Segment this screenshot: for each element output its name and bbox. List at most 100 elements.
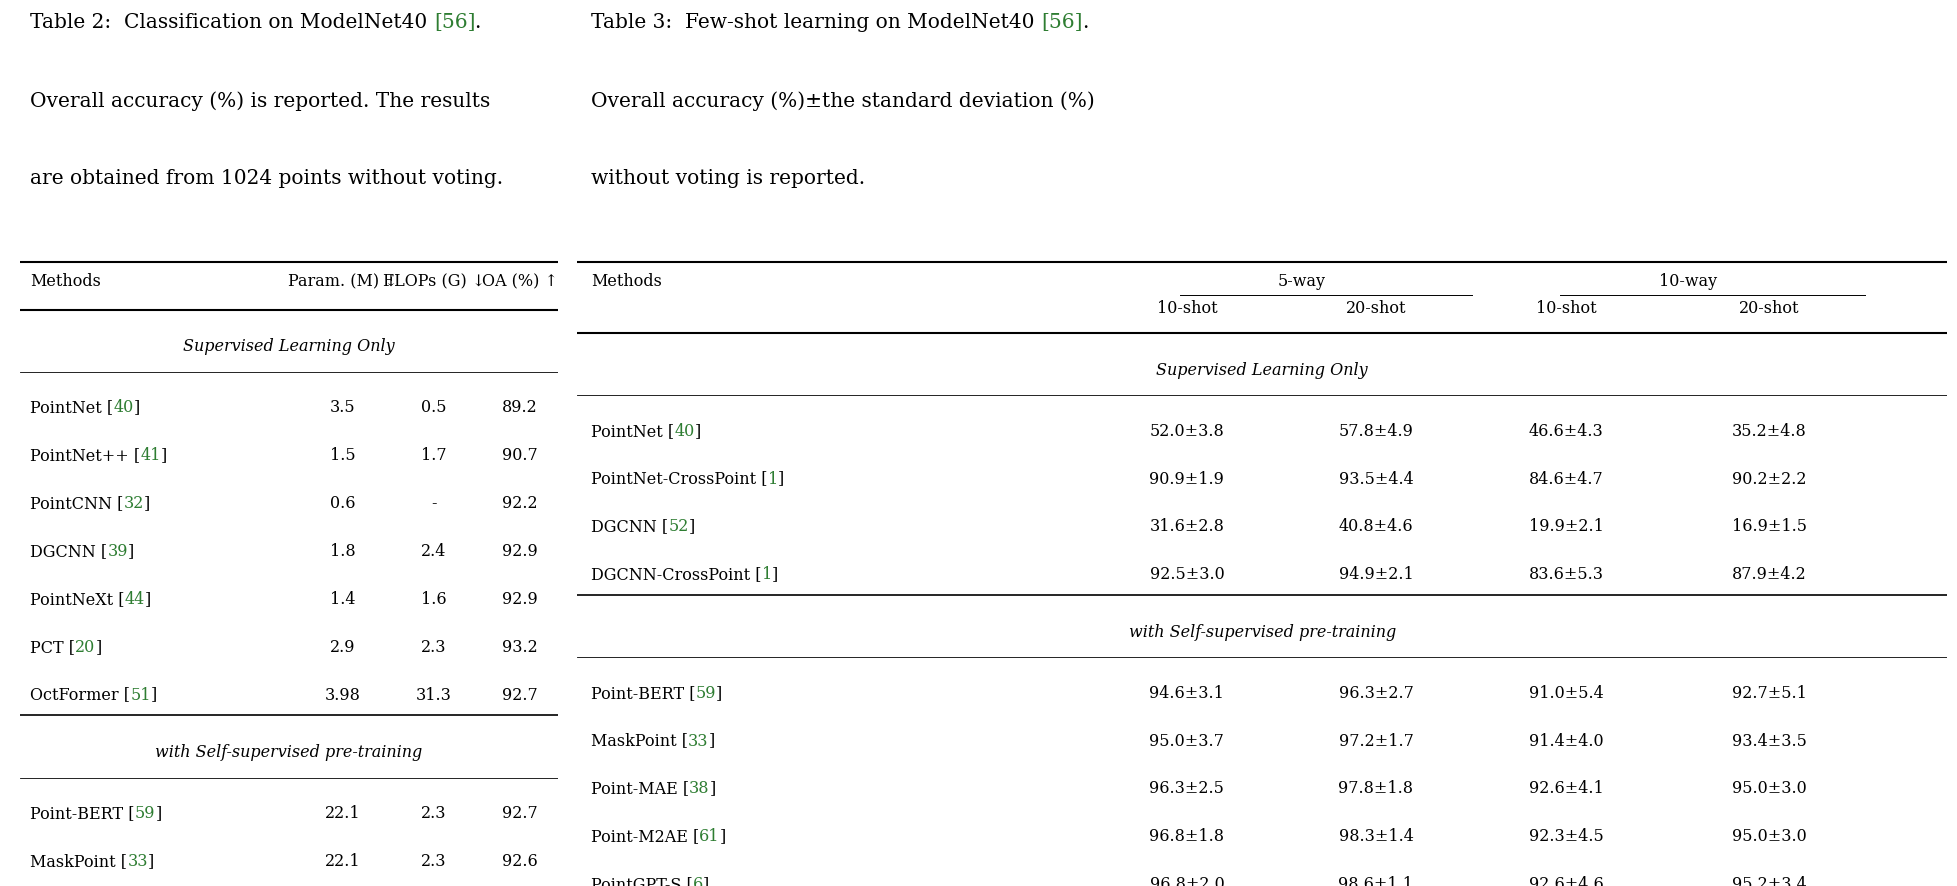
- Text: 20: 20: [74, 638, 96, 655]
- Text: 84.6±4.7: 84.6±4.7: [1528, 470, 1603, 487]
- Text: PointNet-CrossPoint [: PointNet-CrossPoint [: [591, 470, 767, 487]
- Text: 90.2±2.2: 90.2±2.2: [1732, 470, 1806, 487]
- Text: ]: ]: [710, 780, 716, 797]
- Text: 40: 40: [673, 422, 695, 439]
- Text: 92.7: 92.7: [503, 804, 538, 821]
- Text: 95.2±3.4: 95.2±3.4: [1732, 875, 1806, 886]
- Text: are obtained from 1024 points without voting.: are obtained from 1024 points without vo…: [31, 169, 503, 188]
- Text: 19.9±2.1: 19.9±2.1: [1528, 517, 1605, 535]
- Text: 1: 1: [761, 565, 771, 583]
- Text: 10-shot: 10-shot: [1157, 299, 1217, 316]
- Text: ]: ]: [689, 517, 695, 535]
- Text: 92.6: 92.6: [503, 851, 538, 869]
- Text: 98.3±1.4: 98.3±1.4: [1339, 828, 1413, 844]
- Text: 95.0±3.0: 95.0±3.0: [1732, 828, 1806, 844]
- Text: 98.6±1.1: 98.6±1.1: [1339, 875, 1413, 886]
- Text: 92.3±4.5: 92.3±4.5: [1528, 828, 1603, 844]
- Text: Overall accuracy (%) is reported. The results: Overall accuracy (%) is reported. The re…: [31, 91, 491, 111]
- Text: ]: ]: [708, 732, 714, 749]
- Text: [56]: [56]: [1041, 13, 1082, 32]
- Text: 22.1: 22.1: [325, 851, 360, 869]
- Text: 1.4: 1.4: [329, 590, 356, 607]
- Text: 61: 61: [699, 828, 720, 844]
- Text: with Self-supervised pre-training: with Self-supervised pre-training: [155, 743, 423, 760]
- Text: Point-BERT [: Point-BERT [: [591, 684, 695, 701]
- Text: [56]: [56]: [434, 13, 476, 32]
- Text: 95.0±3.7: 95.0±3.7: [1149, 732, 1225, 749]
- Text: 22.1: 22.1: [325, 804, 360, 821]
- Text: 6: 6: [693, 875, 703, 886]
- Text: 40.8±4.6: 40.8±4.6: [1339, 517, 1413, 535]
- Text: 33: 33: [689, 732, 708, 749]
- Text: ]: ]: [151, 686, 157, 703]
- Text: 92.7±5.1: 92.7±5.1: [1732, 684, 1806, 701]
- Text: 92.6±4.1: 92.6±4.1: [1528, 780, 1603, 797]
- Text: Methods: Methods: [31, 273, 102, 290]
- Text: DGCNN [: DGCNN [: [31, 542, 108, 559]
- Text: 2.4: 2.4: [421, 542, 446, 559]
- Text: Supervised Learning Only: Supervised Learning Only: [182, 338, 395, 355]
- Text: 20-shot: 20-shot: [1740, 299, 1798, 316]
- Text: 2.9: 2.9: [329, 638, 356, 655]
- Text: 97.2±1.7: 97.2±1.7: [1339, 732, 1413, 749]
- Text: Table 3:  Few-shot learning on ModelNet40: Table 3: Few-shot learning on ModelNet40: [591, 13, 1041, 32]
- Text: 93.2: 93.2: [503, 638, 538, 655]
- Text: 1.6: 1.6: [421, 590, 446, 607]
- Text: 90.7: 90.7: [503, 447, 538, 463]
- Text: 32: 32: [123, 494, 145, 511]
- Text: 96.3±2.7: 96.3±2.7: [1339, 684, 1413, 701]
- Text: 52.0±3.8: 52.0±3.8: [1149, 422, 1225, 439]
- Text: PointGPT-S [: PointGPT-S [: [591, 875, 693, 886]
- Text: 97.8±1.8: 97.8±1.8: [1339, 780, 1413, 797]
- Text: 59: 59: [695, 684, 716, 701]
- Text: 2.3: 2.3: [421, 804, 446, 821]
- Text: 95.0±3.0: 95.0±3.0: [1732, 780, 1806, 797]
- Text: PointNet [: PointNet [: [31, 399, 114, 416]
- Text: OctFormer [: OctFormer [: [31, 686, 131, 703]
- Text: 2.3: 2.3: [421, 638, 446, 655]
- Text: 96.8±1.8: 96.8±1.8: [1149, 828, 1225, 844]
- Text: 83.6±5.3: 83.6±5.3: [1528, 565, 1605, 583]
- Text: -: -: [431, 494, 436, 511]
- Text: 44: 44: [125, 590, 145, 607]
- Text: Param. (M) ↓: Param. (M) ↓: [288, 273, 397, 290]
- Text: Methods: Methods: [591, 273, 661, 290]
- Text: 96.3±2.5: 96.3±2.5: [1149, 780, 1225, 797]
- Text: ]: ]: [777, 470, 785, 487]
- Text: 10-shot: 10-shot: [1536, 299, 1597, 316]
- Text: ]: ]: [149, 851, 155, 869]
- Text: ]: ]: [145, 494, 151, 511]
- Text: 0.5: 0.5: [421, 399, 446, 416]
- Text: 31.6±2.8: 31.6±2.8: [1149, 517, 1225, 535]
- Text: FLOPs (G) ↓: FLOPs (G) ↓: [384, 273, 485, 290]
- Text: 35.2±4.8: 35.2±4.8: [1732, 422, 1806, 439]
- Text: 1.5: 1.5: [329, 447, 356, 463]
- Text: 57.8±4.9: 57.8±4.9: [1339, 422, 1413, 439]
- Text: ]: ]: [155, 804, 162, 821]
- Text: 1: 1: [767, 470, 777, 487]
- Text: 91.0±5.4: 91.0±5.4: [1528, 684, 1603, 701]
- Text: ]: ]: [695, 422, 701, 439]
- Text: 1.7: 1.7: [421, 447, 446, 463]
- Text: 38: 38: [689, 780, 710, 797]
- Text: 33: 33: [127, 851, 149, 869]
- Text: Table 2:  Classification on ModelNet40: Table 2: Classification on ModelNet40: [31, 13, 434, 32]
- Text: 16.9±1.5: 16.9±1.5: [1732, 517, 1806, 535]
- Text: PointNet [: PointNet [: [591, 422, 673, 439]
- Text: ]: ]: [720, 828, 726, 844]
- Text: 89.2: 89.2: [503, 399, 538, 416]
- Text: .: .: [476, 13, 487, 32]
- Text: PCT [: PCT [: [31, 638, 74, 655]
- Text: .: .: [1082, 13, 1088, 32]
- Text: with Self-supervised pre-training: with Self-supervised pre-training: [1129, 623, 1395, 640]
- Text: 92.5±3.0: 92.5±3.0: [1149, 565, 1225, 583]
- Text: 31.3: 31.3: [417, 686, 452, 703]
- Text: 41: 41: [141, 447, 160, 463]
- Text: ]: ]: [145, 590, 151, 607]
- Text: Point-MAE [: Point-MAE [: [591, 780, 689, 797]
- Text: 94.9±2.1: 94.9±2.1: [1339, 565, 1413, 583]
- Text: Supervised Learning Only: Supervised Learning Only: [1157, 361, 1368, 378]
- Text: ]: ]: [160, 447, 166, 463]
- Text: ]: ]: [96, 638, 102, 655]
- Text: 92.9: 92.9: [503, 590, 538, 607]
